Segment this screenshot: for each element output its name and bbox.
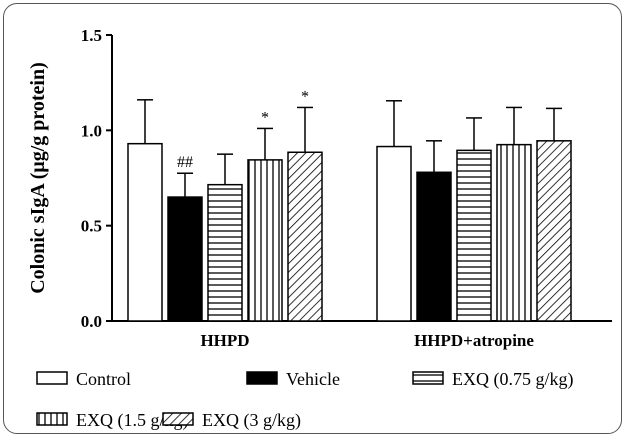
bar [376, 145, 412, 322]
significance-label: * [301, 88, 309, 105]
y-tick-label: 0.5 [81, 217, 102, 236]
bar [207, 183, 243, 322]
legend-label: Vehicle [286, 369, 340, 389]
significance-label: * [261, 109, 269, 126]
significance-label: ## [177, 154, 193, 171]
y-ticks: 0.0 0.5 1.0 1.5 [81, 26, 112, 331]
category-labels: HHPD HHPD+atropine [200, 331, 534, 350]
bar [496, 143, 532, 322]
bar [456, 149, 492, 322]
category-label: HHPD [200, 331, 249, 350]
y-tick-label: 1.5 [81, 26, 102, 45]
legend-label: EXQ (1.5 g/kg) [76, 410, 188, 431]
legend: Control Vehicle EXQ (0.75 g/kg) EXQ (1.5 g/… [36, 369, 573, 431]
bar [247, 159, 283, 322]
legend-swatch [246, 371, 278, 385]
y-axis-label: Colonic sIgA (μg/g protein) [27, 62, 49, 294]
bar [167, 196, 203, 322]
legend-swatch [412, 371, 444, 385]
bar [127, 142, 163, 322]
legend-label: Control [76, 369, 131, 389]
legend-swatch [162, 412, 194, 426]
legend-swatch [36, 412, 68, 426]
category-label: HHPD+atropine [414, 331, 534, 350]
legend-label: EXQ (3 g/kg) [202, 410, 301, 431]
legend-label: EXQ (0.75 g/kg) [452, 369, 573, 390]
legend-swatch [36, 371, 68, 385]
y-tick-label: 1.0 [81, 121, 102, 140]
bar [536, 140, 572, 322]
y-tick-label: 0.0 [81, 312, 102, 331]
bar [416, 171, 452, 322]
bars: ## * * [127, 88, 572, 322]
figure-frame [3, 3, 622, 434]
bar [287, 151, 323, 322]
